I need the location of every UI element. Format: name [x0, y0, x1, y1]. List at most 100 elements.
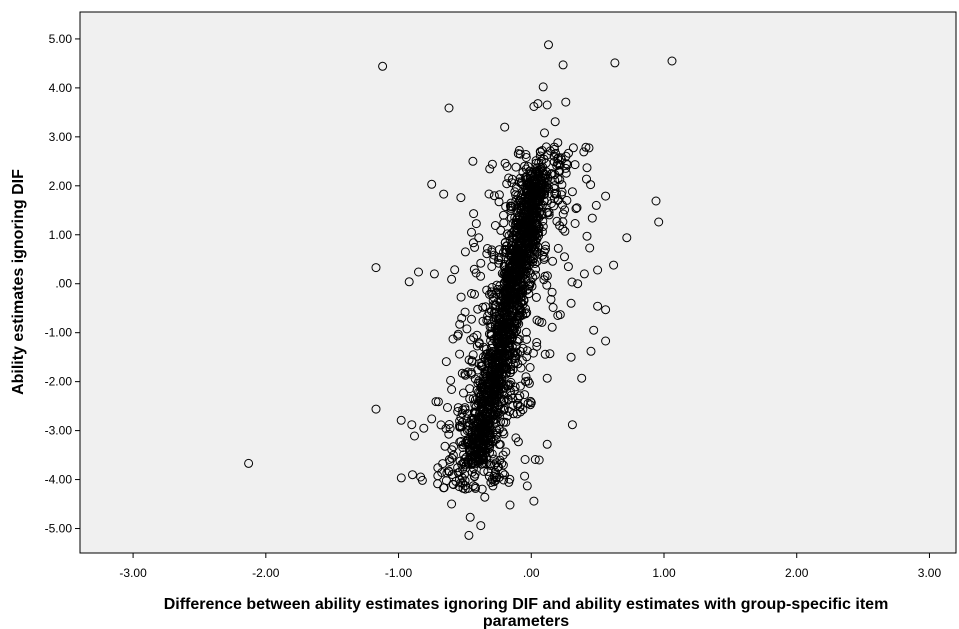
data-point: [485, 164, 495, 174]
data-point: [610, 58, 620, 68]
data-point: [477, 357, 487, 367]
data-point: [591, 200, 601, 210]
data-point: [521, 153, 531, 162]
data-point: [456, 193, 466, 203]
y-tick-label: 5.00: [49, 32, 73, 46]
data-point: [496, 404, 506, 414]
data-point: [494, 190, 504, 200]
data-point: [472, 450, 482, 459]
data-point: [567, 277, 577, 287]
data-point: [508, 233, 518, 243]
data-point: [553, 311, 563, 320]
x-tick-label: .00: [523, 566, 540, 580]
data-point: [501, 330, 511, 340]
data-point: [495, 345, 505, 355]
data-point: [496, 417, 506, 427]
data-point: [520, 243, 530, 253]
data-point: [519, 225, 529, 235]
data-point: [455, 349, 465, 359]
data-point: [476, 440, 485, 450]
y-tick-label: 3.00: [49, 130, 73, 144]
data-point: [460, 403, 470, 413]
data-point: [506, 377, 516, 387]
data-point: [467, 289, 476, 298]
data-point: [487, 262, 497, 271]
data-point: [531, 292, 541, 302]
data-point: [525, 173, 535, 183]
data-point: [410, 431, 419, 441]
data-point: [468, 156, 478, 166]
data-point: [479, 466, 489, 476]
data-point: [470, 471, 479, 481]
data-point: [521, 372, 531, 382]
data-point: [540, 128, 549, 138]
data-point: [427, 179, 437, 189]
data-point: [489, 435, 499, 445]
y-tick-label: 1.00: [49, 228, 73, 242]
data-point: [498, 356, 508, 365]
data-point: [455, 319, 465, 329]
data-point: [528, 273, 538, 283]
data-point: [525, 363, 535, 372]
data-point: [475, 395, 485, 405]
data-point: [486, 336, 496, 346]
data-point: [534, 455, 544, 465]
data-point: [468, 238, 478, 248]
data-point: [542, 439, 552, 449]
data-point: [516, 220, 526, 230]
data-point: [523, 162, 533, 171]
data-point: [458, 440, 468, 450]
data-point: [525, 211, 535, 221]
data-point: [533, 225, 543, 234]
data-point: [553, 153, 563, 163]
data-point: [540, 349, 550, 359]
data-point: [445, 424, 455, 433]
data-point: [579, 269, 589, 279]
data-point: [520, 390, 530, 400]
data-point: [487, 358, 497, 368]
data-point: [667, 56, 677, 66]
data-point: [622, 233, 632, 243]
data-point: [433, 397, 443, 407]
data-point: [531, 264, 541, 274]
data-point: [564, 148, 573, 158]
data-point: [483, 366, 493, 376]
y-tick-label: -3.00: [45, 424, 73, 438]
data-point: [609, 260, 619, 270]
data-point: [508, 232, 517, 242]
data-point: [471, 402, 481, 411]
data-point: [453, 329, 463, 339]
data-point: [585, 243, 595, 253]
data-point: [549, 194, 559, 204]
data-point: [482, 372, 492, 382]
y-axis-title: Ability estimates ignoring DIF: [10, 169, 27, 395]
data-point: [541, 241, 550, 251]
data-point: [511, 219, 521, 229]
data-point: [558, 224, 568, 234]
data-point: [466, 369, 476, 379]
data-point: [566, 298, 576, 308]
data-point: [471, 219, 481, 229]
data-point: [447, 274, 457, 284]
data-point: [531, 270, 540, 280]
data-point: [484, 471, 494, 481]
data-point: [484, 436, 493, 446]
data-point: [516, 363, 526, 373]
data-point: [527, 226, 537, 236]
data-point: [509, 311, 518, 321]
data-point: [460, 307, 470, 317]
data-point: [521, 261, 531, 271]
data-point: [552, 216, 562, 226]
data-point: [557, 180, 567, 190]
data-point: [450, 265, 460, 275]
x-tick-label: -3.00: [119, 566, 147, 580]
data-point: [463, 409, 473, 418]
data-point: [453, 407, 463, 416]
data-point: [520, 455, 530, 464]
data-point: [601, 191, 611, 201]
data-point: [527, 220, 537, 230]
data-point: [453, 403, 463, 413]
data-point: [414, 267, 423, 277]
data-point: [446, 375, 456, 385]
data-point: [516, 269, 526, 279]
